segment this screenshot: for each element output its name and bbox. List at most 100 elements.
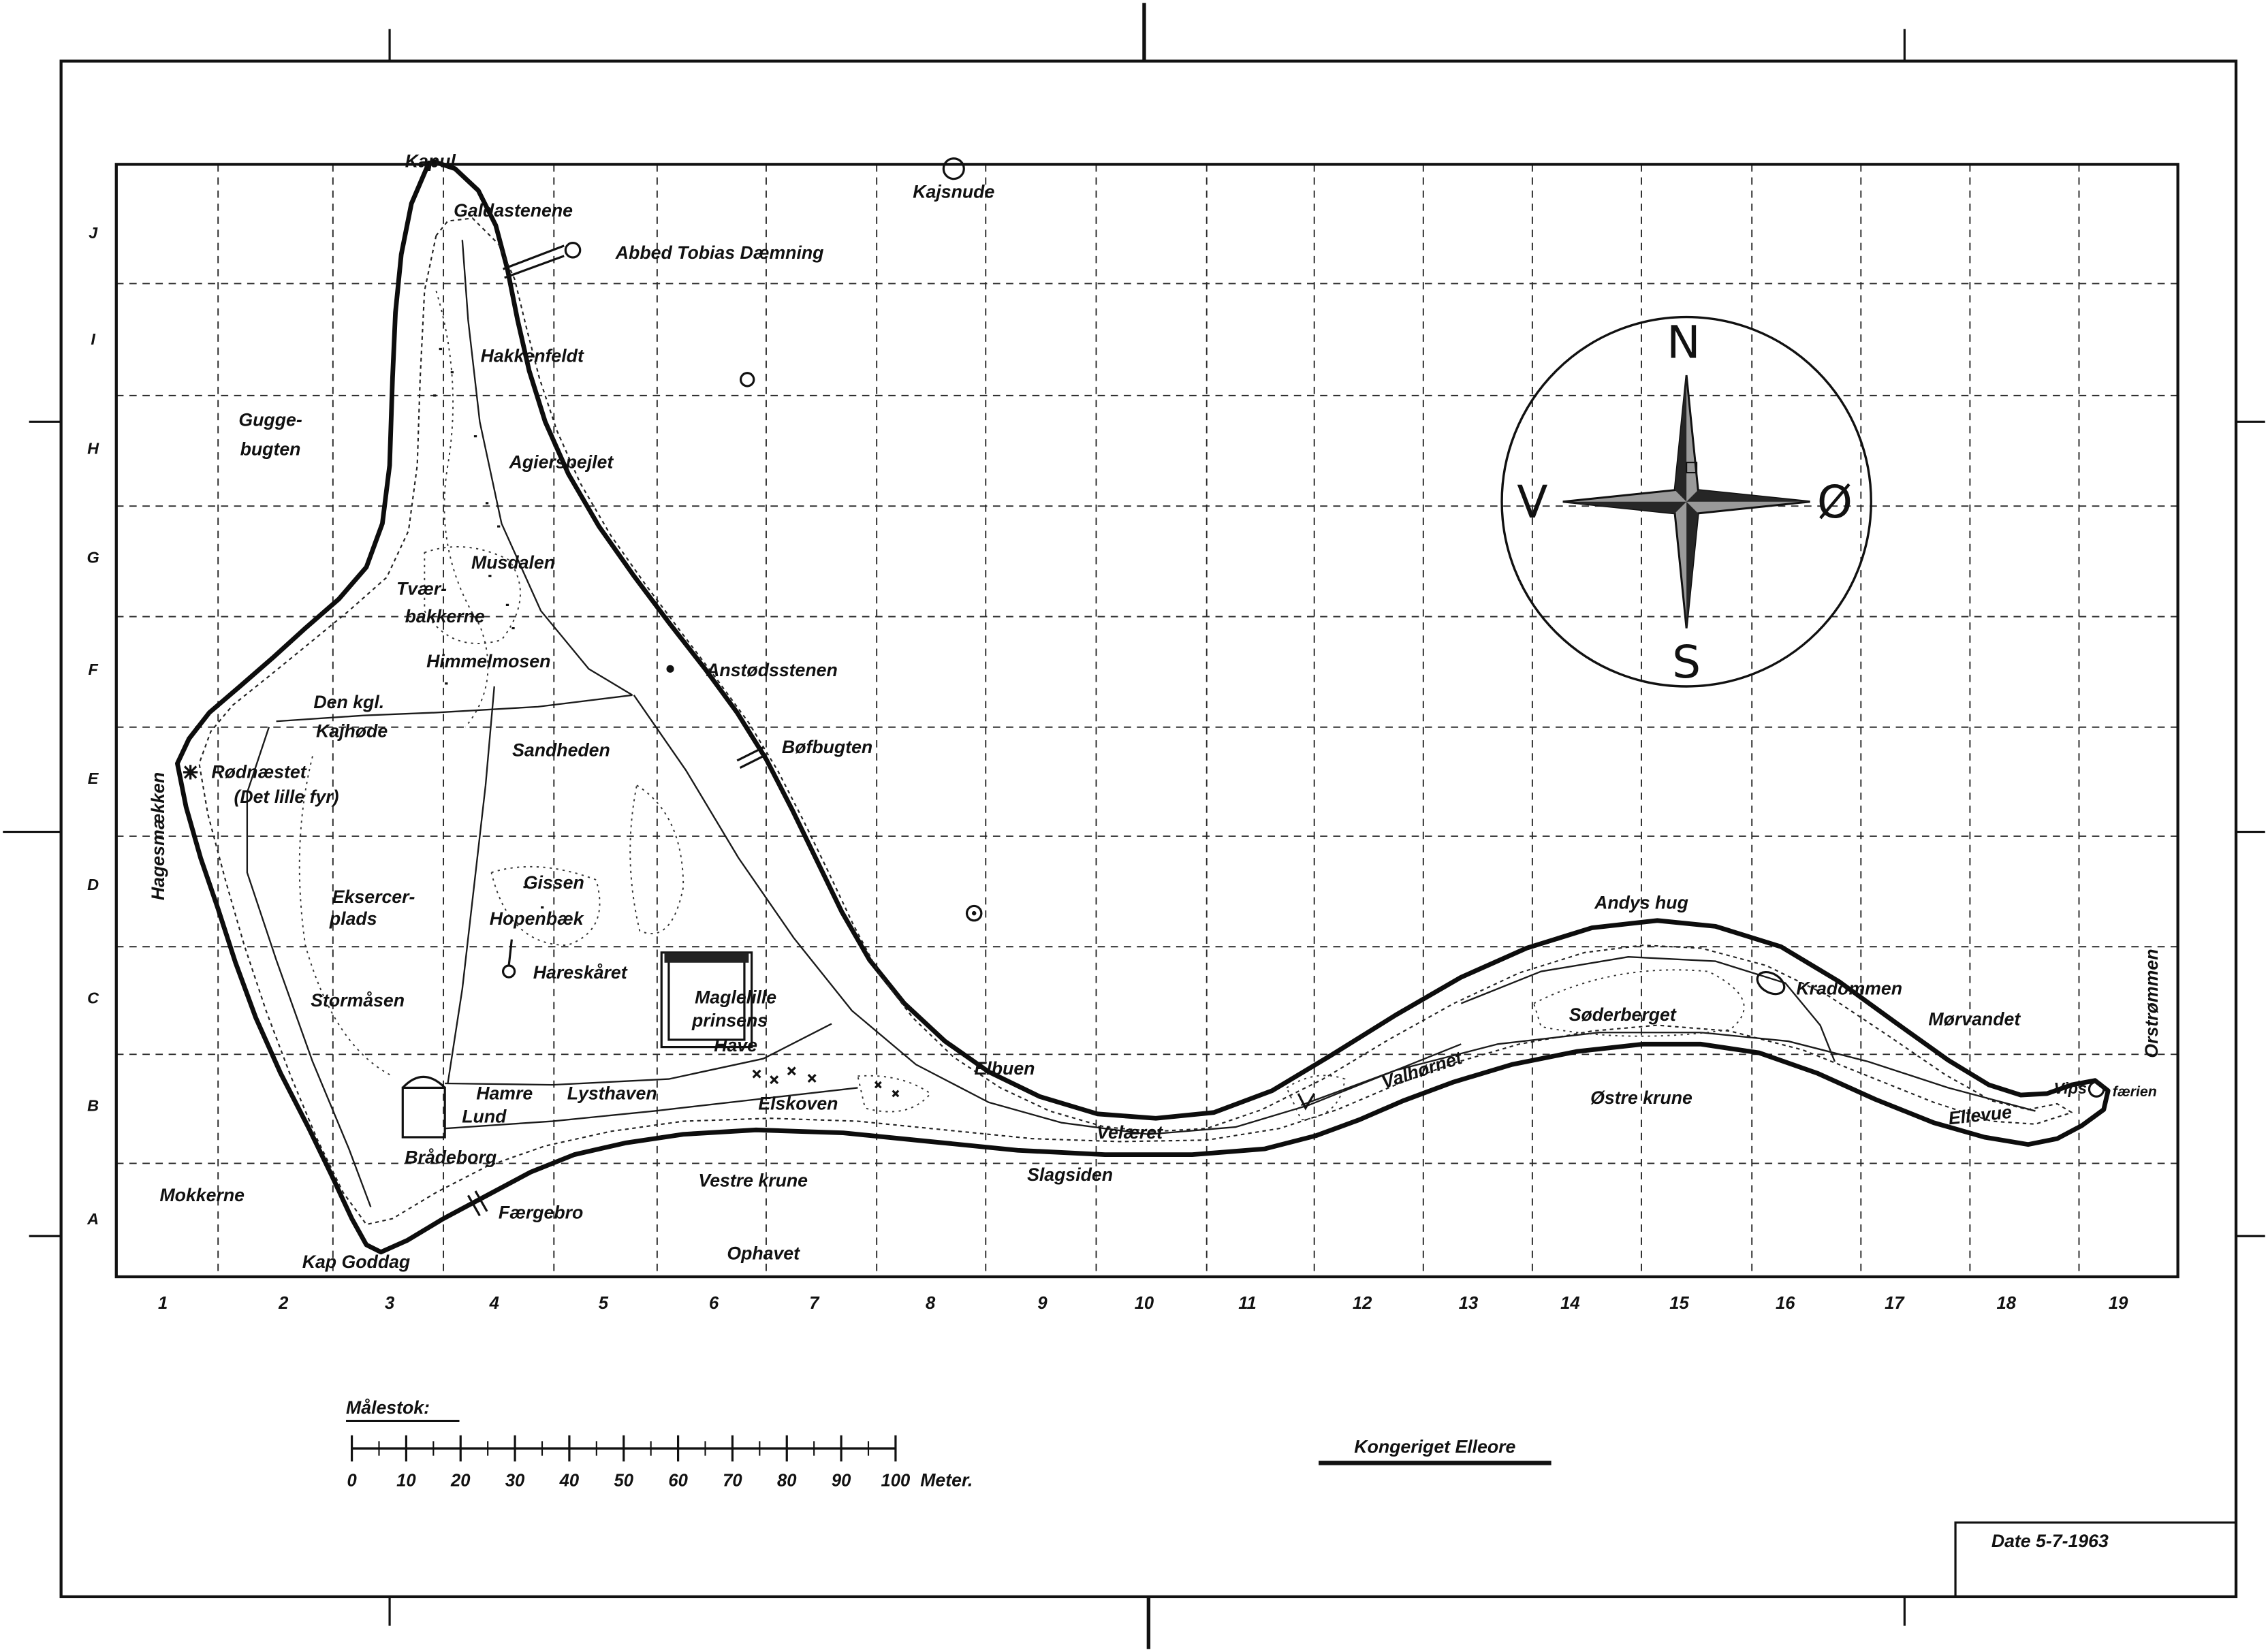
sheet-frame xyxy=(59,59,2238,1598)
scale-tick-label: 20 xyxy=(450,1472,470,1491)
peninsula-inner-line xyxy=(461,240,633,696)
beach-line xyxy=(198,217,2073,1226)
compass-star-shade xyxy=(1562,375,1810,629)
place-eksercerplads-line1: Eksercer- xyxy=(332,887,415,907)
anstoedsstenen-dot-icon xyxy=(666,665,674,673)
column-label: 14 xyxy=(1560,1294,1579,1313)
row-label: F xyxy=(88,661,98,678)
rock-marker-icon xyxy=(739,372,755,387)
row-label: I xyxy=(91,330,95,348)
date-box xyxy=(1954,1521,2237,1597)
place-maglelille-line1: Maglelille xyxy=(695,987,776,1008)
place-lund: Lund xyxy=(462,1107,507,1127)
scale-tick-label: 80 xyxy=(777,1472,796,1491)
place-roednaestet-line1: Rødnæstet xyxy=(211,762,306,782)
place-elbuen: Elbuen xyxy=(975,1058,1035,1079)
place-ophavet: Ophavet xyxy=(727,1243,800,1263)
terrain-contour xyxy=(298,756,393,1077)
place-elskoven: Elskoven xyxy=(758,1093,838,1113)
place-tvaerbakkerne-line2: bakkerne xyxy=(405,606,485,626)
braadeborg-building xyxy=(401,1086,446,1139)
place-eksercerplads-line2: plads xyxy=(329,908,377,929)
place-abbed-tobias: Abbed Tobias Dæmning xyxy=(615,242,824,263)
place-kajhoede-line1: Den kgl. xyxy=(313,692,384,712)
scale-tick-label: 30 xyxy=(505,1472,524,1491)
place-maglelille-line3: Have xyxy=(714,1035,757,1055)
place-ellevue: Ellevue xyxy=(1947,1102,2013,1129)
place-braadeborg: Brådeborg xyxy=(405,1147,497,1167)
row-label: A xyxy=(86,1210,99,1228)
place-hamre: Hamre xyxy=(476,1083,533,1103)
place-gissen: Gissen xyxy=(524,872,584,893)
scale-tick-label: 90 xyxy=(832,1472,851,1491)
rock-marker-icon xyxy=(965,904,983,922)
place-hakkenfeldt: Hakkenfeldt xyxy=(481,346,584,366)
place-vips: Vips xyxy=(2053,1079,2087,1097)
kajsnude-rock-icon xyxy=(942,157,965,180)
place-hopenbaek: Hopenbæk xyxy=(490,908,584,929)
road-northern-ridge xyxy=(1460,956,1836,1062)
place-hagesmaekken: Hagesmækken xyxy=(148,772,168,900)
faergebro-jetty xyxy=(467,1190,488,1217)
scale-bar: Målestok: 0 10 20 30 40 50 60 70 80 90 100 Meter. xyxy=(346,1397,973,1491)
place-kradommen: Kradommen xyxy=(1796,979,1902,999)
place-slagsiden: Slagsiden xyxy=(1027,1164,1113,1185)
place-stormaasen: Stormåsen xyxy=(311,990,405,1011)
road-west-coast xyxy=(246,727,372,1207)
row-label: C xyxy=(87,989,99,1007)
scale-label: Målestok: xyxy=(346,1397,430,1418)
dam-end-marker xyxy=(564,242,582,259)
map-frame xyxy=(114,163,2179,1279)
place-moervandet: Mørvandet xyxy=(1928,1009,2021,1030)
column-label: 6 xyxy=(709,1294,719,1313)
place-maglelille-line2: prinsens xyxy=(691,1011,768,1031)
column-label: 1 xyxy=(158,1294,168,1313)
road-sandheden xyxy=(447,686,495,1084)
place-kap-goddag: Kap Goddag xyxy=(302,1252,411,1272)
place-musdalen: Musdalen xyxy=(471,552,555,573)
place-kapul: Kapul xyxy=(405,151,456,172)
column-label: 5 xyxy=(599,1294,609,1313)
row-label: E xyxy=(88,769,99,787)
elskoven-trees xyxy=(752,1066,900,1098)
column-label: 4 xyxy=(489,1294,499,1313)
date-label: Date 5-7-1963 xyxy=(1991,1531,2109,1551)
scale-tick-label: 10 xyxy=(396,1472,415,1491)
place-guggebugten-line2: bugten xyxy=(240,439,301,459)
map-symbols xyxy=(183,157,2105,1217)
hareskaaret-path xyxy=(507,939,513,966)
road-lysthaven xyxy=(445,1087,858,1130)
place-faerien: færien xyxy=(2113,1083,2157,1100)
valhoernet-marker-icon xyxy=(1297,1093,1316,1111)
place-oestre-krune: Østre krune xyxy=(1590,1087,1692,1108)
place-lysthaven: Lysthaven xyxy=(567,1083,657,1103)
scale-ticks: 0 10 20 30 40 50 60 70 80 90 100 xyxy=(347,1435,910,1491)
place-anstoedsstenen: Anstødsstenen xyxy=(706,660,838,680)
hareskaaret-marker-icon xyxy=(501,964,516,979)
road-hamre xyxy=(445,1023,832,1086)
coastline xyxy=(175,159,2111,1255)
column-label: 2 xyxy=(278,1294,288,1313)
place-velaeret: Velæret xyxy=(1097,1122,1163,1143)
place-andys-hug: Andys hug xyxy=(1594,893,1688,913)
terrain-contour xyxy=(857,1075,932,1113)
column-label: 10 xyxy=(1135,1294,1154,1313)
column-label: 18 xyxy=(1997,1294,2017,1313)
column-label: 17 xyxy=(1885,1294,1905,1313)
place-agierspejlet: Agierspejlet xyxy=(509,452,614,473)
column-label: 13 xyxy=(1459,1294,1478,1313)
row-label: H xyxy=(87,439,99,457)
rock-marker-dot xyxy=(971,910,977,916)
place-hareskaaret: Hareskåret xyxy=(533,962,628,983)
place-boefbugten: Bøfbugten xyxy=(782,737,872,757)
place-orstroemmen: Orstrømmen xyxy=(2141,949,2162,1058)
column-label: 9 xyxy=(1037,1294,1048,1313)
compass-circle xyxy=(1500,315,1872,688)
place-galdastenene: Galdastenene xyxy=(454,200,573,221)
place-kajsnude: Kajsnude xyxy=(913,181,994,202)
forest-dots xyxy=(433,347,544,909)
compass-east: Ø xyxy=(1817,476,1853,528)
row-label: G xyxy=(86,548,99,566)
